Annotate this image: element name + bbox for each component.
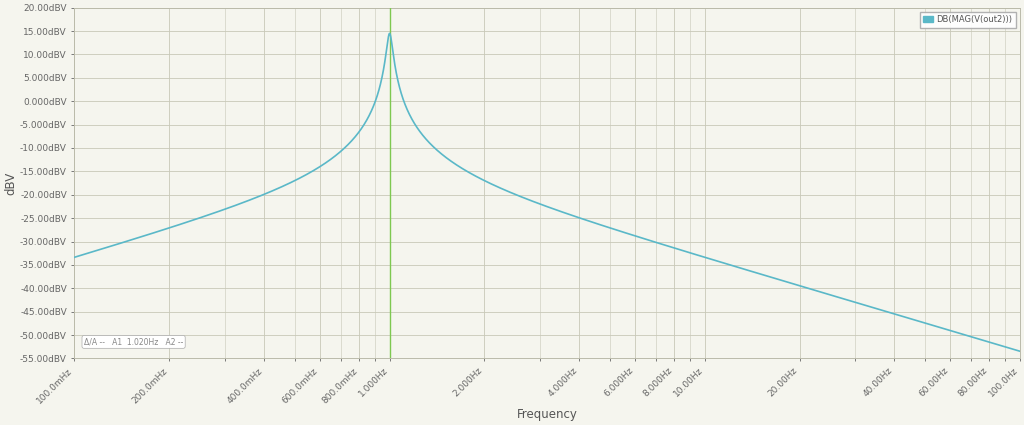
X-axis label: Frequency: Frequency xyxy=(517,408,578,421)
Legend: DB(MAG(V(out2))): DB(MAG(V(out2))) xyxy=(920,12,1016,28)
Y-axis label: dBV: dBV xyxy=(4,171,17,195)
Text: Δ/A --   A1  1.020Hz   A2 --: Δ/A -- A1 1.020Hz A2 -- xyxy=(84,337,183,346)
